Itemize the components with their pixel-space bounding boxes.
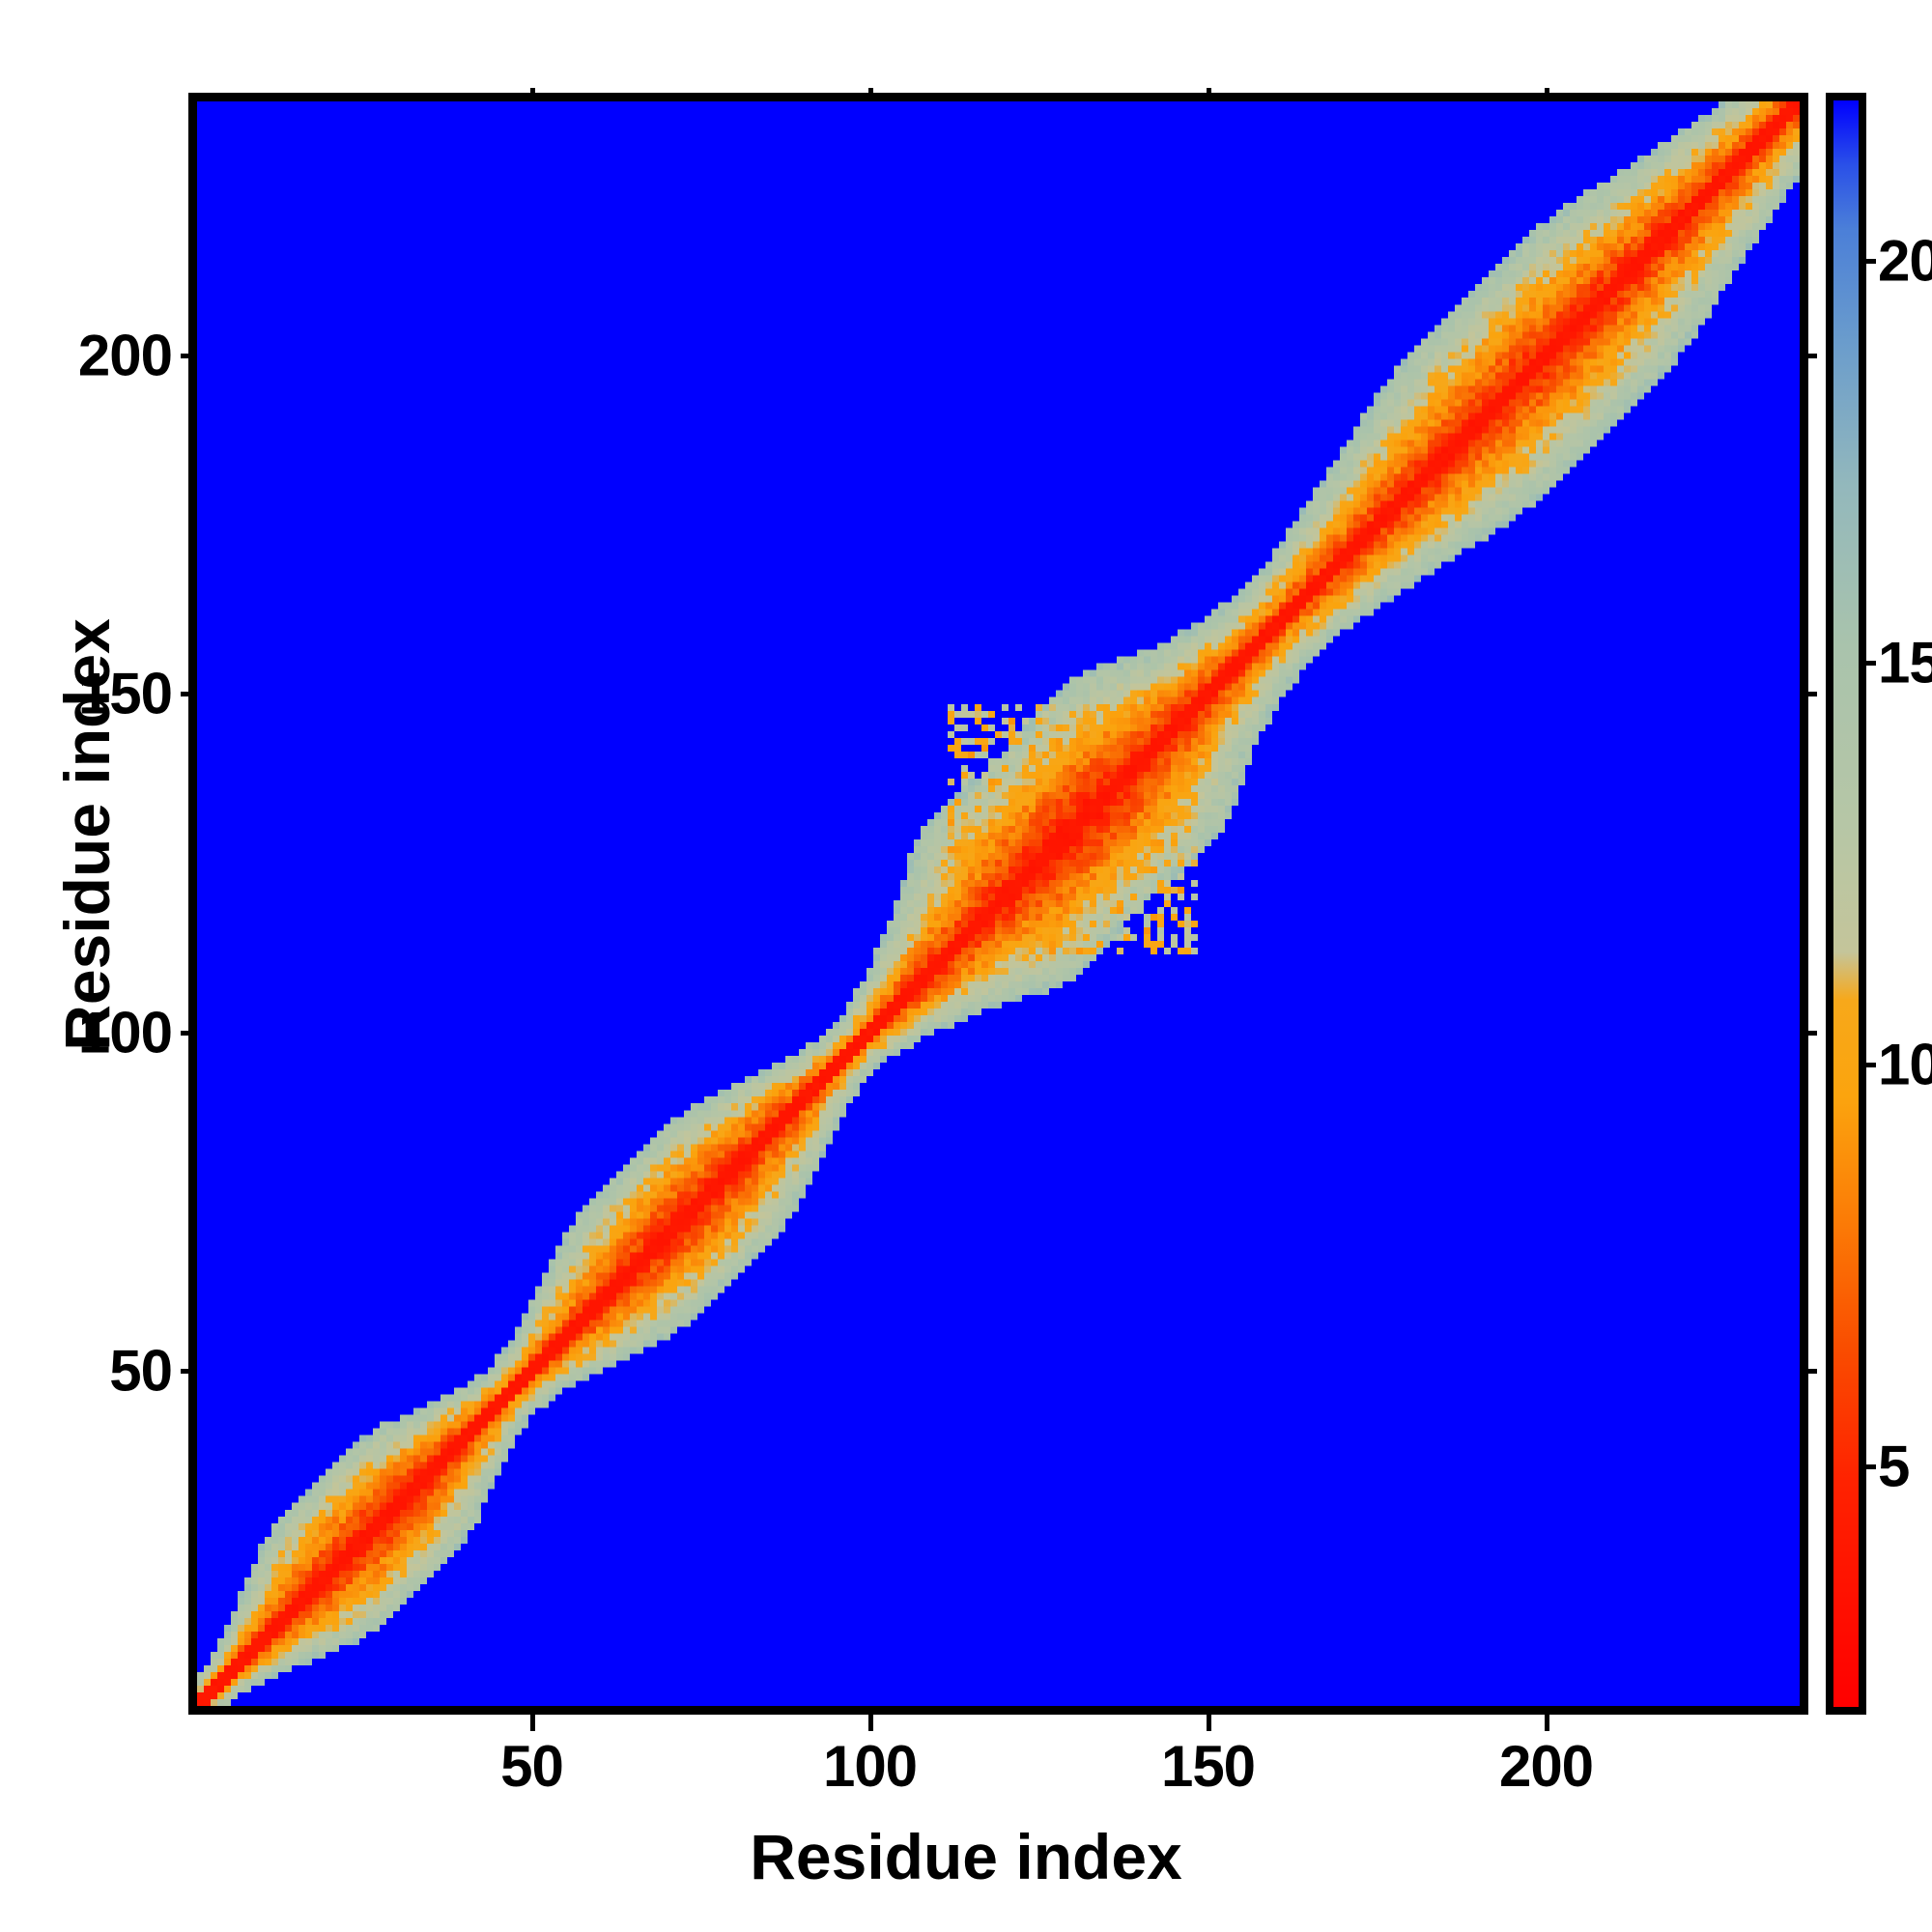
x-tick-200 [1544,1715,1549,1731]
x-tick-top-100 [867,88,873,101]
plot-frame [188,93,1808,1715]
y-tick-150 [181,692,197,697]
x-tick-top-200 [1544,88,1549,101]
colorbar-tick-label-5: 5 [1878,1434,1910,1499]
colorbar-tick-label-10: 10 [1878,1032,1932,1097]
y-tick-label-150: 150 [77,661,173,726]
x-tick-label-200: 200 [1498,1734,1594,1799]
colorbar-tick-label-15: 15 [1878,630,1932,696]
colorbar-tick-10 [1862,1062,1876,1067]
y-tick-right-150 [1804,692,1817,697]
x-tick-100 [867,1715,873,1731]
x-tick-150 [1206,1715,1211,1731]
y-tick-100 [181,1030,197,1036]
x-tick-label-50: 50 [500,1734,564,1799]
y-tick-right-50 [1804,1369,1817,1375]
x-tick-label-100: 100 [822,1734,918,1799]
heatmap-canvas-container [197,101,1800,1706]
x-axis-label: Residue index [750,1821,1182,1892]
y-tick-label-200: 200 [77,323,173,388]
x-tick-50 [529,1715,535,1731]
y-tick-right-200 [1804,353,1817,358]
colorbar-gradient [1833,100,1859,1707]
y-tick-200 [181,353,197,358]
y-tick-label-100: 100 [77,1000,173,1065]
x-tick-top-150 [1206,88,1211,101]
colorbar-tick-5 [1862,1463,1876,1469]
colorbar-tick-20 [1862,259,1876,265]
colorbar-tick-15 [1862,661,1876,667]
y-axis-label: Residue index [51,618,123,1051]
contact-map-heatmap [197,101,1800,1706]
colorbar-frame [1826,93,1866,1715]
x-tick-top-50 [529,88,535,101]
x-tick-label-150: 150 [1160,1734,1256,1799]
y-tick-50 [181,1369,197,1375]
y-tick-right-100 [1804,1030,1817,1036]
y-tick-label-50: 50 [109,1338,173,1404]
colorbar-tick-label-20: 20 [1878,228,1932,294]
y-axis-label-wrapper: Residue index [50,497,124,1173]
